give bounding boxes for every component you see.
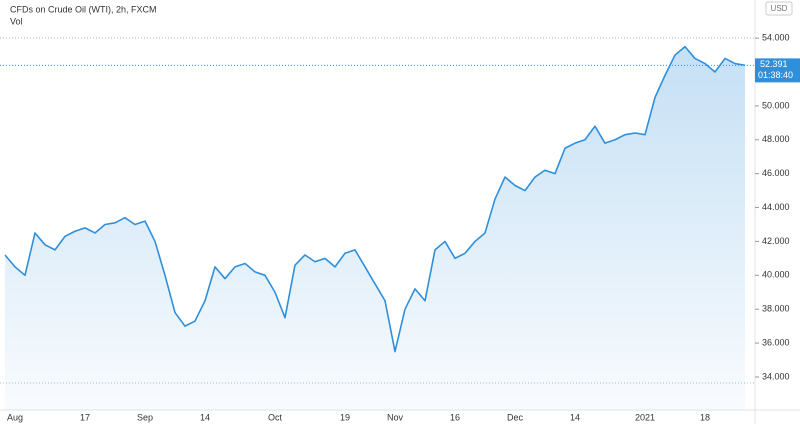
x-tick-label: 16 [450,412,460,422]
y-tick-label: 42.000 [762,236,790,246]
area-fill [5,46,745,410]
x-tick-label: 17 [80,412,90,422]
last-price-label: 52.391 [760,59,788,69]
chart-title: CFDs on Crude Oil (WTI), 2h, FXCM [10,4,157,14]
y-tick-label: 50.000 [762,100,790,110]
currency: USD [771,4,788,13]
x-tick-label: Oct [268,412,283,422]
x-tick-label: Nov [387,412,404,422]
x-tick-label: Dec [507,412,524,422]
y-tick-label: 44.000 [762,202,790,212]
y-tick-label: 46.000 [762,168,790,178]
price-line [4,45,746,353]
x-tick-label: Sep [137,412,153,422]
x-tick-label: 19 [340,412,350,422]
countdown: 01:38:40 [758,70,793,80]
y-tick-label: 40.000 [762,270,790,280]
y-tick-label: 38.000 [762,304,790,314]
volume-label: Vol [10,16,23,26]
x-tick-label: 14 [570,412,580,422]
last-price-box [755,58,800,83]
x-tick-label: 18 [700,412,710,422]
currency-box [765,1,793,16]
y-tick-label: 36.000 [762,337,790,347]
x-tick-label: 14 [200,412,210,422]
y-tick-label: 54.000 [762,32,790,42]
y-tick-label: 48.000 [762,134,790,144]
x-tick-label: Aug [7,412,23,422]
y-tick-label: 34.000 [762,371,790,381]
x-tick-label: 2021 [635,412,655,422]
